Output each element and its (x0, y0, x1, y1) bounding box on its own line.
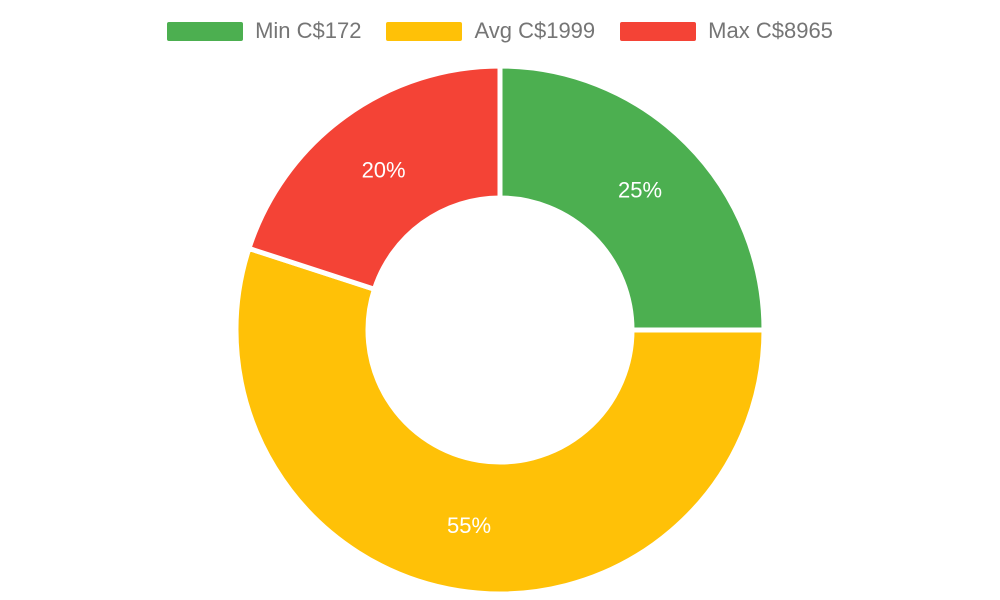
legend-label-max: Max C$8965 (708, 18, 833, 43)
legend-item-min: Min C$172 (167, 20, 361, 42)
slice-label-max: 20% (362, 157, 406, 182)
legend-item-max: Max C$8965 (620, 20, 833, 42)
donut-slice-max[interactable] (245, 63, 503, 293)
legend-label-avg: Avg C$1999 (474, 18, 596, 43)
chart-legend: Min C$172 Avg C$1999 Max C$8965 (0, 20, 1000, 42)
legend-swatch-avg (386, 21, 463, 41)
legend-swatch-min (167, 21, 244, 41)
donut-slice-avg[interactable] (233, 245, 767, 597)
legend-swatch-max (620, 21, 697, 41)
legend-label-min: Min C$172 (255, 18, 362, 43)
donut-slice-min[interactable] (497, 63, 767, 333)
slice-label-min: 25% (618, 178, 662, 203)
legend-item-avg: Avg C$1999 (386, 20, 595, 42)
slice-label-avg: 55% (447, 513, 491, 538)
